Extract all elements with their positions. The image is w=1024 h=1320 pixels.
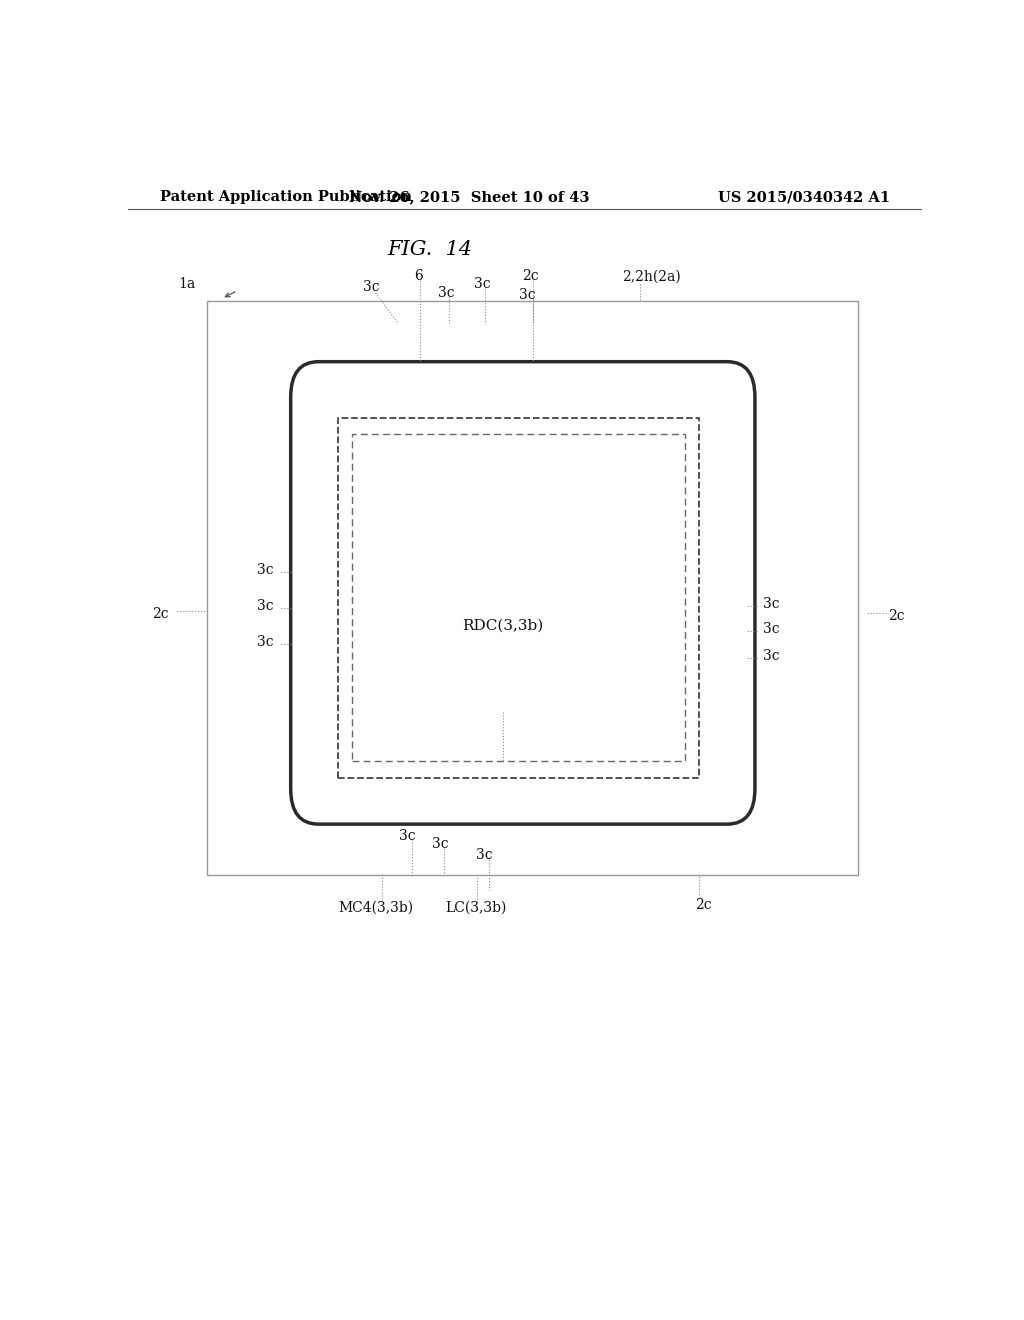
- Text: Nov. 26, 2015  Sheet 10 of 43: Nov. 26, 2015 Sheet 10 of 43: [349, 190, 590, 205]
- Text: 2c: 2c: [888, 609, 905, 623]
- Text: 3c: 3c: [257, 598, 274, 612]
- Text: 3c: 3c: [257, 635, 274, 649]
- Text: 3c: 3c: [432, 837, 449, 851]
- Text: 3c: 3c: [475, 847, 493, 862]
- Text: 6: 6: [414, 269, 423, 284]
- Bar: [352, 434, 685, 762]
- Text: 3c: 3c: [763, 597, 779, 611]
- Text: 2c: 2c: [522, 269, 539, 284]
- Text: 3c: 3c: [519, 288, 536, 301]
- Bar: [338, 417, 699, 779]
- Text: RDC(3,3b): RDC(3,3b): [462, 619, 543, 634]
- Text: 2c: 2c: [695, 899, 712, 912]
- Text: 3c: 3c: [438, 285, 455, 300]
- Text: 3c: 3c: [763, 622, 779, 636]
- Text: 2,2h(2a): 2,2h(2a): [622, 269, 680, 284]
- Text: 3c: 3c: [399, 829, 416, 843]
- Text: 1a: 1a: [178, 277, 196, 292]
- Text: 3c: 3c: [362, 280, 380, 294]
- Text: US 2015/0340342 A1: US 2015/0340342 A1: [718, 190, 890, 205]
- Text: MC4(3,3b): MC4(3,3b): [338, 900, 414, 915]
- Text: 3c: 3c: [257, 564, 274, 577]
- Text: FIG.  14: FIG. 14: [387, 240, 472, 259]
- Text: Patent Application Publication: Patent Application Publication: [160, 190, 412, 205]
- Bar: [207, 301, 858, 875]
- Text: 3c: 3c: [763, 649, 779, 664]
- Text: 3c: 3c: [474, 277, 490, 292]
- Text: 2c: 2c: [152, 607, 168, 620]
- Text: LC(3,3b): LC(3,3b): [445, 900, 507, 915]
